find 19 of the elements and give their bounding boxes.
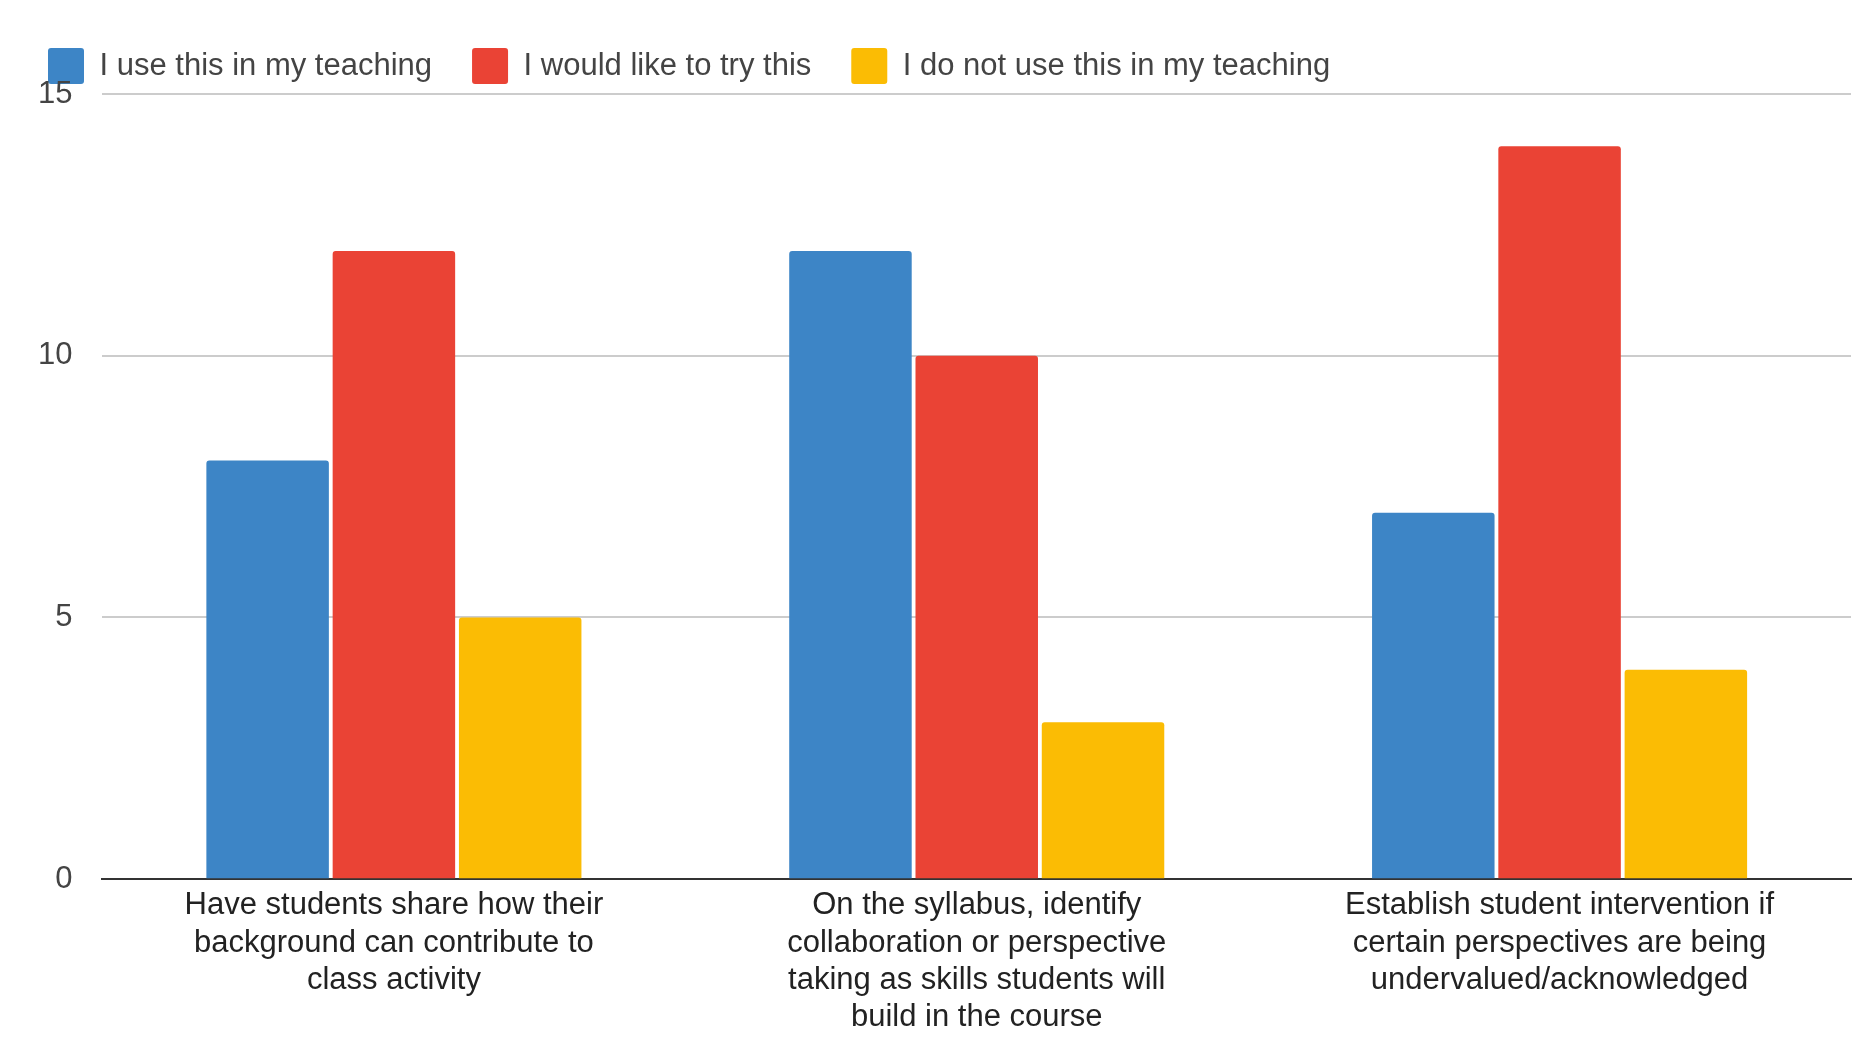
bar bbox=[1624, 669, 1748, 879]
bar bbox=[789, 251, 912, 879]
x-tick-label: On the syllabus, identify collaboration or perspective taking as skills students will build in the course bbox=[787, 886, 1167, 1033]
y-tick-label: 15 bbox=[38, 74, 73, 110]
bar bbox=[1041, 722, 1165, 879]
bar bbox=[332, 251, 456, 879]
x-tick-label: Establish student intervention if certain perspectives are being undervalued/acknowledged bbox=[1345, 886, 1775, 996]
bar bbox=[206, 460, 329, 879]
bar bbox=[458, 617, 582, 879]
x-tick-label: Have students share how their background can contribute to class activity bbox=[184, 886, 604, 996]
legend-label: I do not use this in my teaching bbox=[902, 46, 1331, 82]
legend-label: I use this in my teaching bbox=[99, 46, 433, 82]
legend-label: I would like to try this bbox=[523, 46, 812, 82]
bar bbox=[915, 355, 1038, 879]
y-tick-label: 0 bbox=[55, 859, 73, 895]
y-tick-label: 10 bbox=[38, 336, 73, 372]
bar bbox=[1372, 512, 1495, 879]
bar bbox=[1498, 146, 1621, 879]
y-tick-label: 5 bbox=[55, 598, 73, 634]
